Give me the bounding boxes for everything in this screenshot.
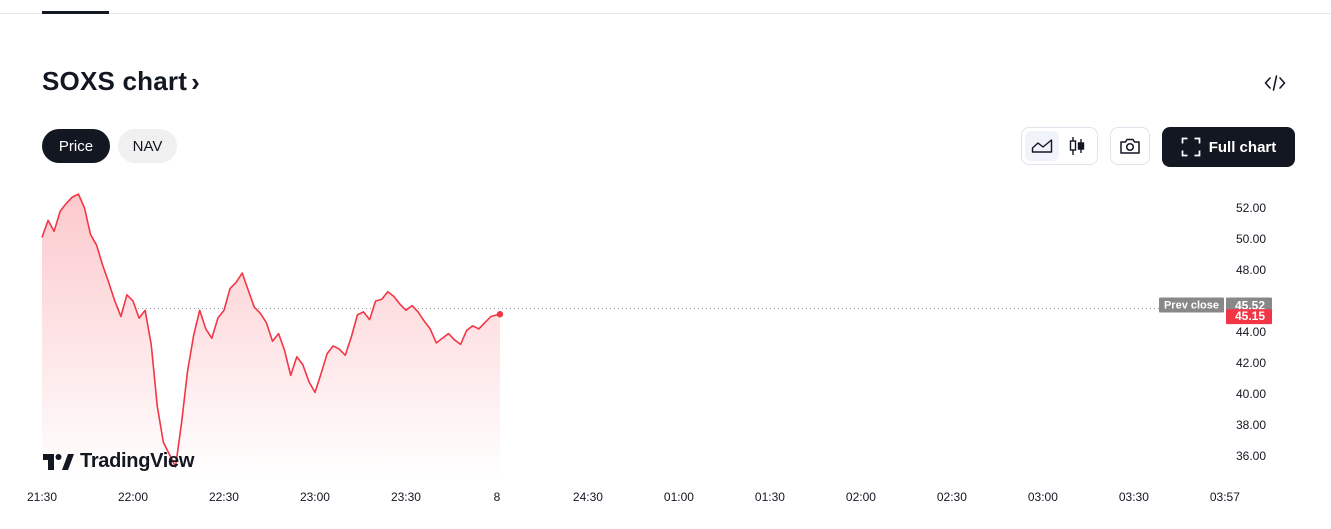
tab-nav[interactable]: NAV	[118, 129, 177, 163]
tradingview-logo-icon	[43, 453, 74, 470]
prev-close-label: Prev close	[1164, 299, 1219, 311]
fullscreen-icon	[1181, 137, 1201, 157]
code-embed-icon[interactable]	[1258, 70, 1292, 96]
tab-price[interactable]: Price	[42, 129, 110, 163]
area-style-button[interactable]	[1025, 131, 1059, 161]
area-chart-icon	[1031, 139, 1052, 153]
prev-close-badge: Prev close 45.52	[1159, 297, 1272, 313]
active-tab-indicator	[42, 11, 109, 14]
y-tick-label: 48.00	[1236, 263, 1266, 277]
tradingview-logo[interactable]: TradingView	[42, 450, 194, 473]
y-tick-label: 36.00	[1236, 449, 1266, 463]
y-tick-label: 42.00	[1236, 356, 1266, 370]
chevron-right-icon: ›	[191, 67, 200, 97]
chart-title-link[interactable]: SOXS chart ›	[42, 66, 200, 97]
x-tick-label: 8	[494, 490, 501, 504]
x-tick-label: 03:00	[1028, 490, 1058, 504]
last-price-dot	[496, 310, 504, 318]
y-tick-label: 40.00	[1236, 387, 1266, 401]
x-tick-label: 23:00	[300, 490, 330, 504]
x-tick-label: 22:00	[118, 490, 148, 504]
x-tick-label: 03:57	[1210, 490, 1240, 504]
y-tick-label: 38.00	[1236, 418, 1266, 432]
last-price-badge: 45.15	[1226, 309, 1272, 325]
full-chart-label: Full chart	[1208, 138, 1277, 156]
x-tick-label: 22:30	[209, 490, 239, 504]
camera-icon	[1120, 138, 1140, 154]
chart-title: SOXS chart	[42, 66, 188, 96]
y-tick-label: 44.00	[1236, 325, 1266, 339]
price-line	[41, 193, 501, 468]
x-tick-label: 24:30	[573, 490, 603, 504]
screenshot-button[interactable]	[1110, 127, 1150, 165]
x-tick-label: 03:30	[1119, 490, 1149, 504]
last-price-value: 45.15	[1235, 309, 1265, 323]
tradingview-logo-text: TradingView	[80, 450, 195, 472]
top-divider	[0, 13, 1331, 14]
x-tick-label: 02:30	[937, 490, 967, 504]
x-tick-label: 02:00	[846, 490, 876, 504]
x-tick-label: 01:30	[755, 490, 785, 504]
candles-style-button[interactable]	[1061, 131, 1095, 161]
x-tick-label: 23:30	[391, 490, 421, 504]
y-tick-label: 50.00	[1236, 232, 1266, 246]
y-tick-label: 52.00	[1236, 201, 1266, 215]
x-tick-label: 21:30	[27, 490, 57, 504]
chart-style-toggle	[1021, 127, 1098, 165]
prev-close-value: 45.52	[1235, 298, 1265, 312]
x-tick-label: 01:00	[664, 490, 694, 504]
full-chart-button[interactable]: Full chart	[1162, 127, 1295, 167]
candlestick-icon	[1070, 137, 1085, 155]
